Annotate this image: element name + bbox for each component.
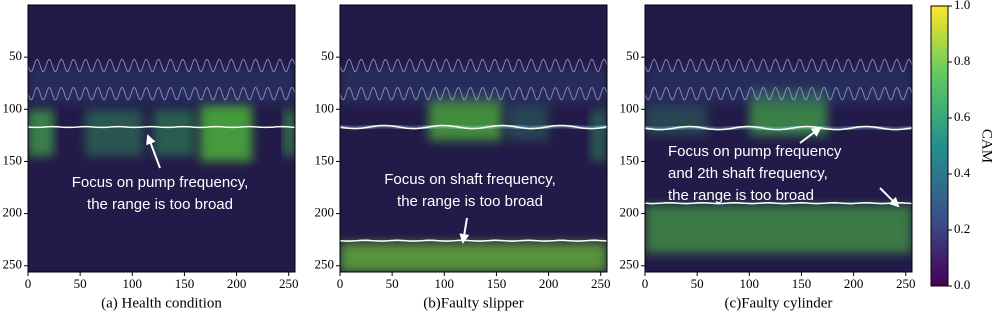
activation — [645, 205, 912, 254]
x-tick-label: 50 — [691, 276, 704, 291]
activation — [283, 109, 295, 157]
x-tick-label: 150 — [792, 276, 812, 291]
annotation: the range is too broad — [87, 196, 233, 213]
activation — [590, 109, 607, 162]
y-tick-label: 150 — [620, 152, 640, 167]
y-tick-label: 100 — [3, 100, 23, 115]
colorbar-tick-label: 0.2 — [954, 221, 970, 236]
axes-frame — [339, 4, 608, 273]
annotation: and 2th shaft frequency, — [668, 165, 828, 182]
harmonic-line — [28, 86, 295, 101]
y-tick-label: 50 — [321, 48, 334, 63]
axes-frame — [644, 4, 913, 273]
harmonic-line — [340, 58, 607, 73]
activation — [85, 109, 143, 157]
frequency-line — [340, 239, 607, 242]
activation — [28, 109, 55, 157]
activation — [28, 67, 295, 105]
heatmap: 0 50 100 150 200 250 50 100 150 200 250 (b)Faulty s… — [315, 4, 611, 311]
colorbar-tick-label: 0.6 — [954, 109, 971, 124]
axes-frame — [27, 4, 296, 273]
colorbar-tick-label: 1.0 — [954, 0, 970, 12]
y-tick-label: 150 — [315, 152, 335, 167]
frequency-line — [645, 125, 912, 131]
colorbar-tick-label: 0.4 — [954, 165, 971, 180]
y-tick-label: 200 — [3, 205, 23, 220]
heatmap: 0 50 100 150 200 250 50 100 150 200 250 (c)Faulty c… — [620, 4, 916, 311]
heatmap: 0 50 100 150 200 250 50 100 150 200 250 (a) Health … — [3, 4, 299, 311]
x-tick-label: 100 — [740, 276, 760, 291]
colorbar-tick-label: 0.0 — [954, 277, 970, 292]
x-tick-label: 50 — [386, 276, 399, 291]
annotation-arrow — [146, 134, 161, 169]
caption: (a) Health condition — [101, 295, 222, 311]
x-tick-label: 250 — [279, 276, 299, 291]
activation — [506, 104, 549, 141]
colorbar — [930, 5, 949, 287]
y-tick-label: 50 — [9, 48, 22, 63]
heatmap-image — [340, 5, 607, 272]
colorbar-label: CAM — [979, 129, 995, 163]
annotation-arrow — [879, 187, 900, 208]
y-tick-label: 250 — [620, 257, 640, 272]
x-tick-label: 100 — [123, 276, 143, 291]
x-tick-label: 150 — [487, 276, 507, 291]
y-tick-label: 150 — [3, 152, 23, 167]
annotation: Focus on pump frequency, — [72, 174, 248, 191]
caption: (c)Faulty cylinder — [725, 295, 833, 311]
activation — [645, 67, 912, 105]
x-tick-label: 50 — [74, 276, 87, 291]
y-tick-label: 100 — [315, 100, 335, 115]
heatmap-image — [28, 5, 295, 272]
x-tick-label: 200 — [539, 276, 559, 291]
y-tick-label: 50 — [626, 48, 639, 63]
annotation: Focus on pump frequency — [668, 143, 842, 160]
x-tick-label: 250 — [896, 276, 916, 291]
x-tick-label: 100 — [435, 276, 455, 291]
y-tick-label: 250 — [3, 257, 23, 272]
x-tick-label: 0 — [25, 276, 32, 291]
activation — [200, 104, 253, 162]
annotation-arrow — [459, 217, 470, 244]
activation — [340, 67, 607, 105]
harmonic-line — [645, 58, 912, 73]
heatmap-image — [645, 5, 912, 272]
x-tick-label: 200 — [844, 276, 864, 291]
caption: (b)Faulty slipper — [423, 295, 523, 311]
x-tick-label: 200 — [227, 276, 247, 291]
x-tick-label: 0 — [642, 276, 649, 291]
frequency-line — [28, 125, 295, 129]
y-tick-label: 200 — [315, 205, 335, 220]
x-tick-label: 150 — [175, 276, 195, 291]
y-tick-label: 250 — [315, 257, 335, 272]
frequency-line — [340, 124, 607, 130]
annotation: the range is too broad — [397, 193, 543, 210]
y-tick-label: 100 — [620, 100, 640, 115]
colorbar-tick-label: 0.8 — [954, 53, 970, 68]
frequency-line — [645, 201, 912, 205]
annotation-arrow — [799, 126, 822, 144]
annotation: Focus on shaft frequency, — [384, 171, 555, 188]
y-tick-label: 200 — [620, 205, 640, 220]
activation — [153, 109, 195, 157]
harmonic-line — [28, 58, 295, 73]
harmonic-line — [645, 86, 912, 101]
x-tick-label: 0 — [337, 276, 344, 291]
annotation: the range is too broad — [668, 187, 814, 204]
harmonic-line — [340, 86, 607, 101]
x-tick-label: 250 — [591, 276, 611, 291]
activation — [340, 242, 607, 272]
